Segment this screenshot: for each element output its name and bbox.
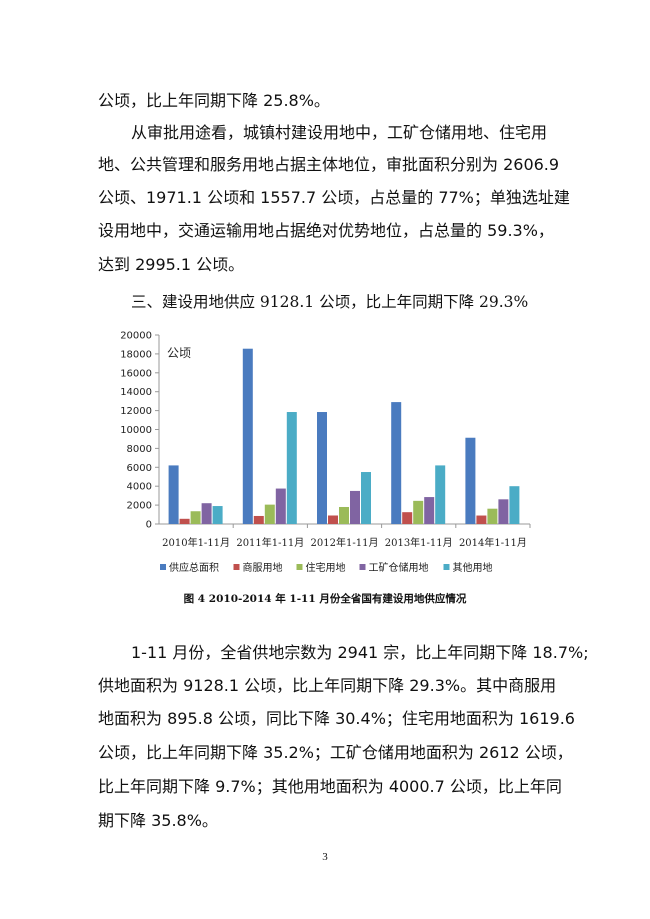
bar-2-1 bbox=[264, 504, 275, 524]
y-tick-label: 4000 bbox=[127, 482, 152, 493]
bar-4-3 bbox=[435, 465, 446, 524]
bar-0-2 bbox=[317, 412, 327, 524]
legend-swatch bbox=[443, 564, 450, 570]
text-line: 1-11 月份，全省供地宗数为 2941 宗，比上年同期下降 18.7%; bbox=[131, 643, 589, 662]
x-tick-label: 2014年1-11月 bbox=[459, 536, 527, 549]
x-tick-label: 2011年1-11月 bbox=[236, 536, 304, 549]
bar-4-0 bbox=[212, 506, 223, 524]
y-tick-label: 8000 bbox=[127, 444, 152, 455]
bar-3-4 bbox=[498, 499, 509, 524]
bar-0-4 bbox=[465, 437, 476, 524]
legend-label: 供应总面积 bbox=[169, 561, 219, 574]
y-tick-label: 14000 bbox=[120, 387, 152, 398]
legend-swatch bbox=[359, 564, 366, 570]
legend-swatch bbox=[233, 564, 240, 570]
text-line: 地面积为 895.8 公顷，同比下降 30.4%；住宅用地面积为 1619.6 bbox=[98, 709, 575, 728]
y-tick-label: 20000 bbox=[120, 331, 152, 342]
bar-3-2 bbox=[350, 490, 360, 524]
section-heading: 三、建设用地供应 9128.1 公顷，比上年同期下降 29.3% bbox=[131, 293, 529, 311]
bar-4-4 bbox=[509, 486, 520, 524]
bar-0-0 bbox=[168, 465, 179, 524]
page-number: 3 bbox=[322, 851, 328, 863]
text-line: 设用地中，交通运输用地占据绝对优势地位，占总量的 59.3%， bbox=[98, 221, 554, 240]
y-tick-label: 2000 bbox=[127, 501, 152, 512]
bar-2-4 bbox=[487, 508, 498, 524]
bar-3-1 bbox=[275, 488, 286, 524]
x-tick-label: 2010年1-11月 bbox=[162, 536, 230, 549]
supply-bar-chart: 0 2000 4000 6000 8000 10000 12000 14000 16000 180… bbox=[120, 331, 531, 574]
text-line: 公顷、1971.1 公顷和 1557.7 公顷，占总量的 77%；单独选址建 bbox=[98, 188, 570, 207]
x-tick-label: 2012年1-11月 bbox=[311, 536, 379, 549]
text-line: 比上年同期下降 9.7%；其他用地面积为 4000.7 公顷，比上年同 bbox=[98, 777, 562, 796]
text-line: 公顷，比上年同期下降 35.2%；工矿仓储用地面积为 2612 公顷， bbox=[98, 743, 573, 762]
bar-3-0 bbox=[201, 503, 212, 524]
y-axis-unit-label: 公顷 bbox=[167, 346, 191, 360]
bar-1-3 bbox=[402, 512, 413, 524]
legend-label: 工矿仓储用地 bbox=[369, 561, 429, 574]
bar-3-3 bbox=[424, 497, 435, 524]
x-tick-label: 2013年1-11月 bbox=[385, 536, 453, 549]
y-tick-label: 0 bbox=[146, 520, 152, 531]
bar-4-2 bbox=[361, 472, 371, 524]
legend-label: 商服用地 bbox=[243, 561, 283, 574]
bar-2-3 bbox=[413, 500, 424, 524]
bar-2-2 bbox=[339, 506, 349, 524]
text-line: 地、公共管理和服务用地占据主体地位，审批面积分别为 2606.9 bbox=[98, 155, 560, 174]
text-line: 从审批用途看，城镇村建设用地中，工矿仓储用地、住宅用 bbox=[131, 123, 548, 142]
legend-label: 住宅用地 bbox=[306, 561, 346, 574]
bar-1-4 bbox=[476, 515, 487, 524]
y-tick-label: 16000 bbox=[120, 368, 152, 379]
y-tick-label: 18000 bbox=[120, 349, 152, 360]
text-line: 供地面积为 9128.1 公顷，比上年同期下降 29.3%。其中商服用 bbox=[98, 676, 557, 695]
text-line: 达到 2995.1 公顷。 bbox=[98, 255, 245, 274]
y-tick-label: 10000 bbox=[120, 425, 152, 436]
y-tick-label: 6000 bbox=[127, 463, 152, 474]
text-line: 公顷，比上年同期下降 25.8%。 bbox=[98, 91, 330, 110]
bar-1-0 bbox=[179, 518, 190, 524]
figure-caption: 图 4 2010-2014 年 1-11 月份全省国有建设用地供应情况 bbox=[183, 593, 467, 605]
bar-1-2 bbox=[328, 515, 338, 524]
bar-4-1 bbox=[286, 412, 297, 524]
legend-label: 其他用地 bbox=[453, 561, 493, 574]
bar-2-0 bbox=[190, 511, 201, 524]
bar-0-1 bbox=[242, 348, 253, 524]
bar-1-1 bbox=[253, 515, 264, 524]
text-line: 期下降 35.8%。 bbox=[98, 811, 218, 830]
y-tick-label: 12000 bbox=[120, 406, 152, 417]
legend-swatch bbox=[160, 564, 166, 570]
legend-swatch bbox=[296, 564, 303, 570]
bar-0-3 bbox=[391, 402, 402, 524]
